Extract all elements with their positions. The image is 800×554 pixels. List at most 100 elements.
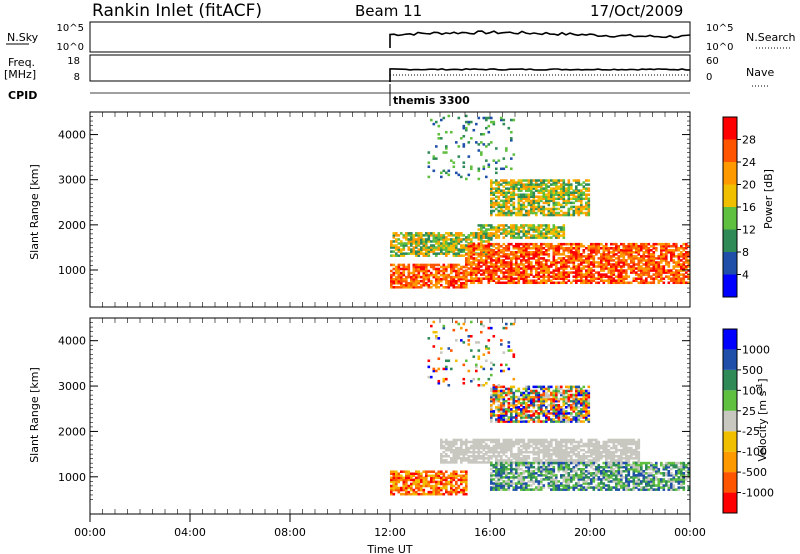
echo-cell	[552, 195, 556, 199]
echo-cell	[582, 207, 586, 211]
echo-cell	[595, 277, 598, 280]
echo-cell	[557, 269, 561, 272]
echo-cell	[515, 265, 518, 268]
echo-cell	[615, 448, 618, 452]
echo-cell	[630, 455, 633, 458]
echo-cell	[470, 273, 473, 276]
echo-cell	[475, 461, 478, 464]
echo-cell	[517, 263, 521, 266]
echo-cell	[537, 275, 541, 278]
echo-cell	[477, 238, 481, 241]
echo-cell	[587, 461, 591, 465]
echo-cell	[490, 244, 493, 247]
echo-cell	[570, 251, 573, 254]
freq-tick-bottom: 8	[74, 72, 80, 83]
echo-cell	[670, 271, 673, 274]
echo-cell	[615, 463, 618, 467]
echo-cell	[590, 444, 593, 448]
echo-cell	[555, 482, 558, 485]
echo-cell	[485, 234, 488, 237]
echo-cell	[490, 457, 493, 460]
echo-cell	[632, 450, 636, 454]
echo-cell	[565, 469, 568, 473]
echo-cell	[547, 255, 551, 258]
echo-cell	[425, 246, 428, 249]
echo-cell	[577, 265, 581, 268]
y-tick-label: 4000	[58, 129, 86, 142]
echo-cell	[667, 248, 671, 252]
echo-cell	[402, 492, 406, 496]
echo-cell	[522, 179, 526, 182]
echo-cell	[567, 246, 571, 250]
echo-cell	[427, 234, 431, 237]
echo-cell	[400, 271, 403, 275]
echo-cell	[565, 213, 568, 217]
echo-cell	[687, 275, 691, 278]
echo-cell	[465, 261, 468, 264]
echo-cell	[672, 251, 676, 254]
echo-cell	[642, 244, 646, 248]
echo-cell	[572, 488, 576, 491]
echo-cell	[547, 230, 551, 233]
echo-cell	[572, 450, 576, 454]
echo-cell	[595, 452, 598, 456]
echo-cell	[487, 143, 491, 146]
echo-cell	[645, 261, 648, 264]
echo-cell	[397, 275, 401, 279]
echo-cell	[497, 277, 501, 280]
echo-cell	[515, 228, 518, 231]
echo-cell	[540, 246, 543, 250]
echo-cell	[472, 444, 476, 448]
echo-cell	[415, 269, 418, 273]
echo-cell	[452, 461, 456, 464]
echo-cell	[395, 275, 398, 279]
echo-cell	[562, 269, 566, 272]
echo-cell	[547, 224, 551, 227]
echo-cell	[535, 179, 538, 182]
echo-cell	[570, 478, 573, 481]
echo-cell	[487, 244, 491, 248]
echo-cell	[662, 271, 666, 274]
echo-cell	[410, 242, 413, 245]
echo-cell	[390, 277, 393, 281]
echo-cell	[515, 267, 518, 270]
echo-cell	[570, 440, 573, 444]
echo-cell	[587, 189, 591, 192]
echo-cell	[635, 273, 638, 276]
echo-cell	[655, 273, 658, 276]
echo-cell	[547, 484, 551, 487]
echo-cell	[502, 199, 506, 203]
echo-cell	[637, 438, 641, 442]
echo-cell	[635, 248, 638, 252]
echo-cell	[567, 259, 571, 262]
echo-cell	[620, 271, 623, 274]
echo-cell	[445, 254, 448, 257]
echo-cell	[600, 255, 603, 258]
echo-cell	[402, 265, 406, 269]
echo-cell	[477, 248, 481, 251]
echo-cell	[610, 488, 613, 491]
echo-cell	[480, 153, 483, 156]
echo-cell	[442, 116, 446, 120]
echo-cell	[607, 484, 611, 487]
echo-cell	[535, 267, 538, 270]
echo-cell	[555, 265, 558, 268]
echo-cell	[577, 197, 581, 201]
echo-cell	[402, 236, 406, 239]
echo-cell	[445, 269, 448, 273]
echo-cell	[507, 189, 511, 192]
echo-cell	[662, 277, 666, 280]
echo-cell	[625, 482, 628, 485]
echo-cell	[547, 195, 551, 199]
echo-cell	[435, 236, 438, 239]
echo-cell	[575, 474, 578, 477]
echo-cell	[572, 263, 576, 266]
echo-cell	[402, 488, 406, 492]
echo-cell	[612, 251, 616, 254]
echo-cell	[505, 181, 508, 184]
echo-cell	[667, 486, 671, 489]
echo-cell	[465, 486, 468, 490]
echo-cell	[495, 476, 498, 479]
echo-cell	[555, 484, 558, 487]
echo-cell	[497, 201, 501, 205]
